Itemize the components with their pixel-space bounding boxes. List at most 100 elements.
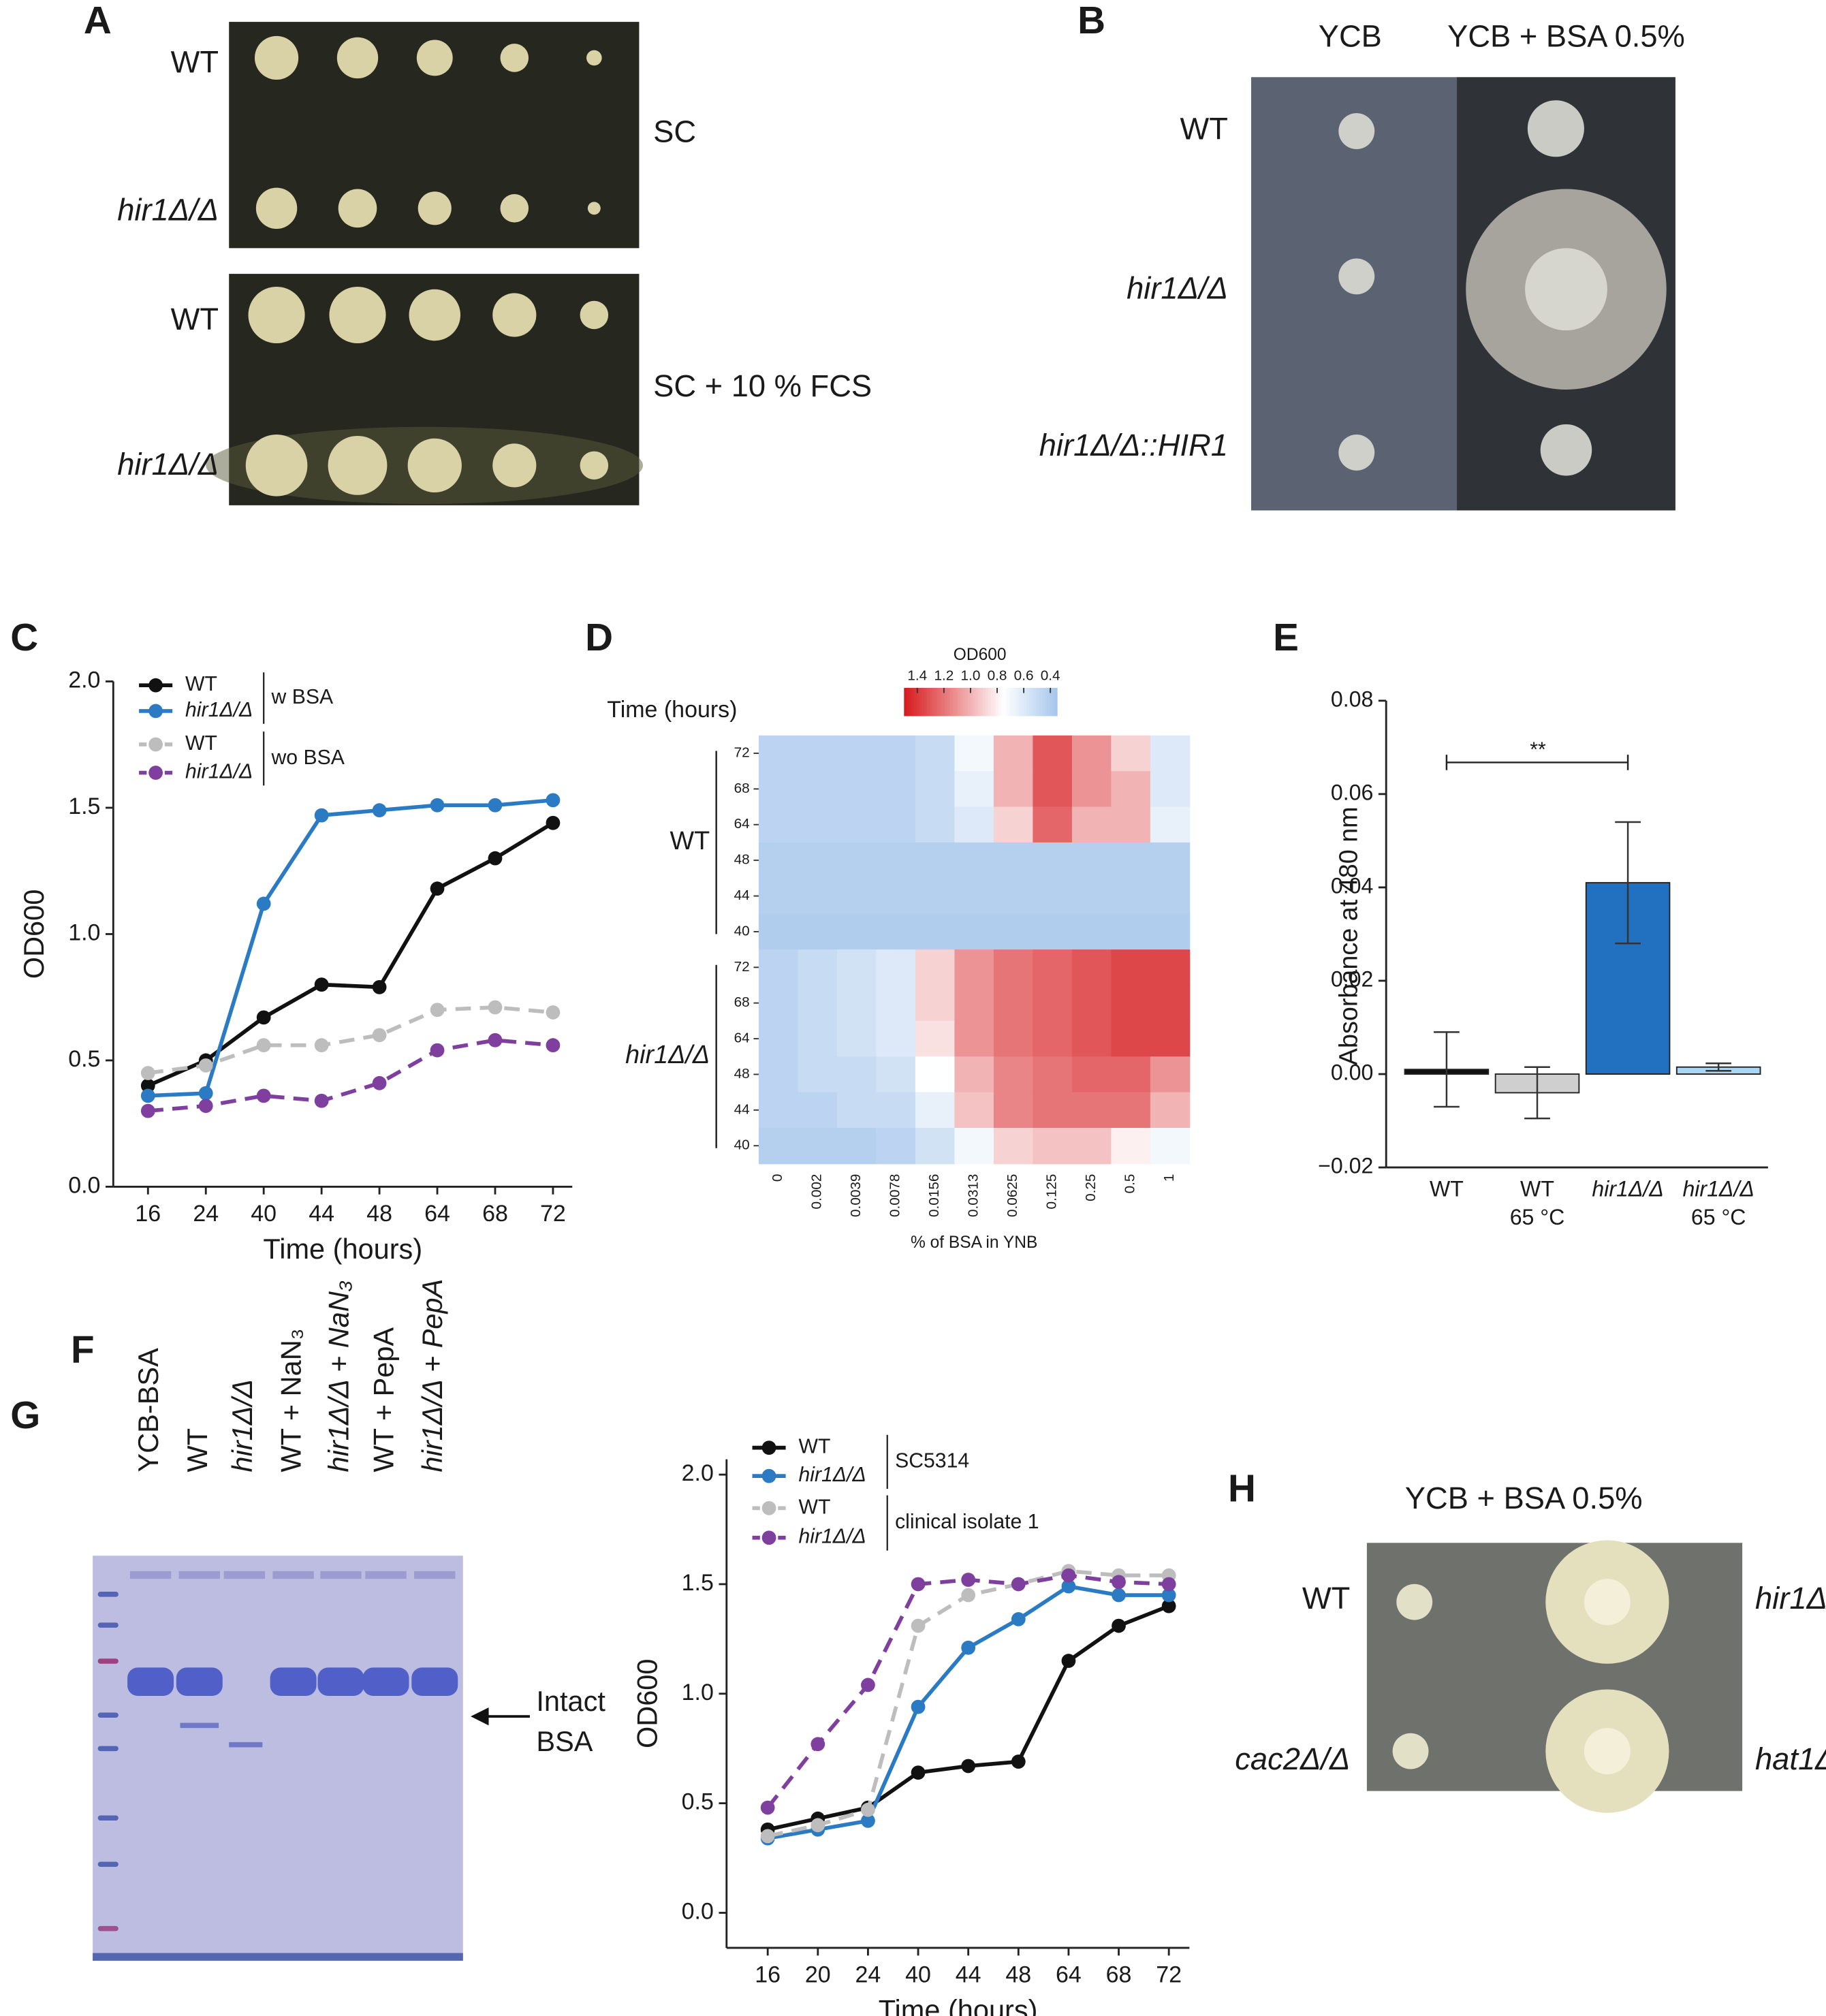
point (546, 815, 561, 830)
point (1161, 1577, 1176, 1592)
colorbar-step (970, 687, 974, 716)
point (488, 1000, 503, 1015)
degradation-band (180, 1722, 219, 1729)
heatmap-cell (1033, 806, 1073, 843)
heatmap-cell (836, 735, 877, 772)
group-label: hir1Δ/Δ (625, 1040, 710, 1069)
heatmap-cell (836, 985, 877, 1022)
point (1061, 1579, 1076, 1594)
x-tick-label: 16 (755, 1962, 781, 1987)
colorbar-step (1006, 687, 1009, 716)
colorbar-step (1034, 687, 1037, 716)
point (372, 803, 387, 818)
ladder-band (97, 1925, 119, 1932)
colorbar-step (942, 687, 945, 716)
faint-band (223, 1571, 266, 1579)
y-axis-label: Absorbance at 480 nm (1334, 806, 1362, 1065)
panel-letter: B (1077, 0, 1105, 42)
colorbar-step (962, 687, 966, 716)
colorbar-tick-label: 1.0 (961, 667, 981, 683)
colony (1584, 1579, 1631, 1626)
heatmap-cell (758, 735, 799, 772)
colony (586, 50, 602, 66)
heatmap-cell (915, 735, 956, 772)
point (546, 1005, 561, 1020)
heatmap-cell (1150, 985, 1191, 1022)
strain-label: WT (171, 302, 219, 336)
colorbar-step (1052, 687, 1055, 716)
condition-label: SC + 10 % FCS (653, 368, 872, 403)
point (372, 1028, 387, 1043)
column-label: 0.0313 (966, 1174, 981, 1217)
y-tick-label: 0.0 (68, 1172, 100, 1198)
point (961, 1640, 976, 1655)
heatmap-cell (758, 1020, 799, 1058)
colorbar-step (1001, 687, 1005, 716)
colony (1527, 100, 1584, 157)
arrow-head (471, 1707, 489, 1726)
point (810, 1737, 825, 1752)
heatmap-cell (876, 1092, 916, 1129)
colorbar-step (1016, 687, 1020, 716)
heatmap-cell (876, 985, 916, 1022)
point (1112, 1618, 1126, 1633)
point (961, 1573, 976, 1587)
point (760, 1800, 775, 1815)
heatmap-cell (758, 842, 799, 879)
colorbar-step (947, 687, 951, 716)
heatmap-cell (954, 913, 994, 951)
legend-label: WT (798, 1436, 830, 1458)
heatmap-cell (798, 735, 838, 772)
heatmap-cell (1071, 842, 1112, 879)
faint-band (320, 1571, 362, 1579)
heatmap-cell (915, 1056, 956, 1093)
strain-label: hir1Δ/Δ (1127, 271, 1228, 306)
legend-dot (148, 678, 163, 693)
series-line (767, 1569, 1169, 1838)
colony (1540, 424, 1592, 476)
colorbar-step (1041, 687, 1045, 716)
x-tick-label: 48 (366, 1201, 392, 1227)
legend-group-label: w BSA (271, 686, 334, 708)
lane-label: WT + PepA (367, 1327, 399, 1472)
heatmap-cell (1150, 949, 1191, 986)
lane-label: WT (181, 1428, 213, 1472)
colorbar-tick-label: 0.6 (1014, 667, 1034, 683)
row-label: 48 (734, 1066, 750, 1082)
arrow-label: BSA (536, 1725, 593, 1757)
point (911, 1765, 926, 1780)
heatmap-cell (1150, 806, 1191, 843)
legend-label: WT (185, 673, 217, 695)
colorbar-step (980, 687, 984, 716)
x-tick-label: 40 (251, 1201, 277, 1227)
heatmap-cell (836, 1020, 877, 1058)
point (140, 1078, 155, 1093)
point (911, 1577, 926, 1592)
heatmap-cell (993, 1092, 1034, 1129)
column-label: YCB (1319, 19, 1382, 54)
point (198, 1058, 213, 1073)
x-tick-label: 24 (193, 1201, 219, 1227)
row-label: 72 (734, 744, 750, 760)
colorbar-step (973, 687, 976, 716)
y-tick-label: 2.0 (68, 667, 100, 693)
point (961, 1759, 976, 1774)
row-label: 64 (734, 1030, 750, 1046)
heatmap-cell (993, 806, 1034, 843)
heatmap-cell (1150, 1092, 1191, 1129)
heatmap-cell (876, 1020, 916, 1058)
colorbar-step (990, 687, 994, 716)
colony (1338, 113, 1375, 149)
point (861, 1678, 875, 1692)
bsa-band (317, 1667, 364, 1696)
point (1011, 1612, 1026, 1626)
y-tick-label: 0.06 (1331, 780, 1373, 804)
row-label: 40 (734, 923, 750, 939)
point (861, 1802, 875, 1817)
point (1161, 1598, 1176, 1613)
x-tick-label: 48 (1005, 1962, 1031, 1987)
point (314, 808, 329, 823)
column-label: 0.125 (1044, 1174, 1060, 1210)
colorbar-step (936, 687, 941, 716)
heatmap-cell (836, 913, 877, 951)
